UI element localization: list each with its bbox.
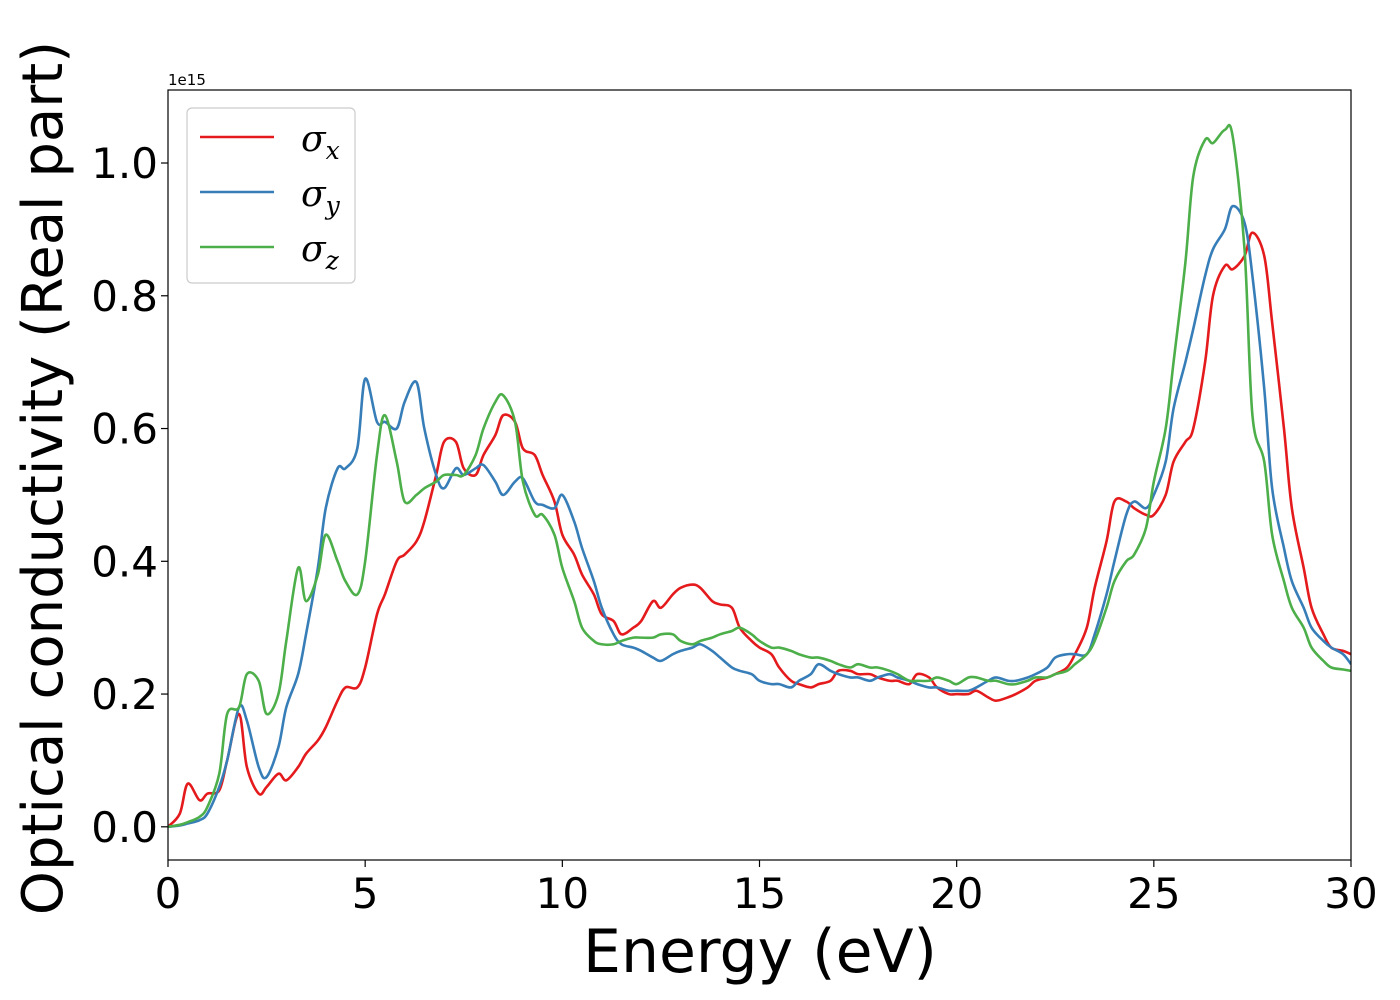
series-line-sigma-y xyxy=(168,204,1351,829)
y-tick-label: 0.6 xyxy=(91,405,158,454)
legend: σx σy σz xyxy=(186,107,356,284)
legend-label: σx xyxy=(301,119,340,165)
x-tick-label: 15 xyxy=(733,869,786,918)
y-multiplier-label: 1e15 xyxy=(168,71,206,89)
x-tick-label: 20 xyxy=(930,869,983,918)
y-tick-label: 0.8 xyxy=(91,272,158,321)
legend-label: σy xyxy=(301,174,341,220)
series-layer xyxy=(168,123,1351,829)
y-tick-label: 0.2 xyxy=(91,670,158,719)
legend-entry-sigma-z: σz xyxy=(200,229,340,275)
legend-entry-sigma-x: σx xyxy=(200,119,340,165)
series-line-sigma-z xyxy=(168,123,1351,829)
y-tick-label: 0.0 xyxy=(91,803,158,852)
x-tick-label: 5 xyxy=(352,869,379,918)
y-tick-label: 0.4 xyxy=(91,537,158,586)
x-tick-label: 0 xyxy=(155,869,182,918)
y-axis: 0.0 0.2 0.4 0.6 0.8 1.0 xyxy=(91,139,168,852)
y-axis-title: Optical conductivity (Real part) xyxy=(11,41,76,915)
series-line-sigma-x xyxy=(168,231,1351,828)
x-axis: 0 5 10 15 20 25 30 xyxy=(155,860,1378,918)
legend-box xyxy=(186,107,356,284)
x-tick-label: 25 xyxy=(1127,869,1180,918)
x-tick-label: 30 xyxy=(1324,869,1377,918)
x-axis-title: Energy (eV) xyxy=(583,917,937,987)
legend-label: σz xyxy=(301,229,340,275)
y-tick-label: 1.0 xyxy=(91,139,158,188)
legend-entry-sigma-y: σy xyxy=(200,174,341,220)
x-tick-label: 10 xyxy=(536,869,589,918)
